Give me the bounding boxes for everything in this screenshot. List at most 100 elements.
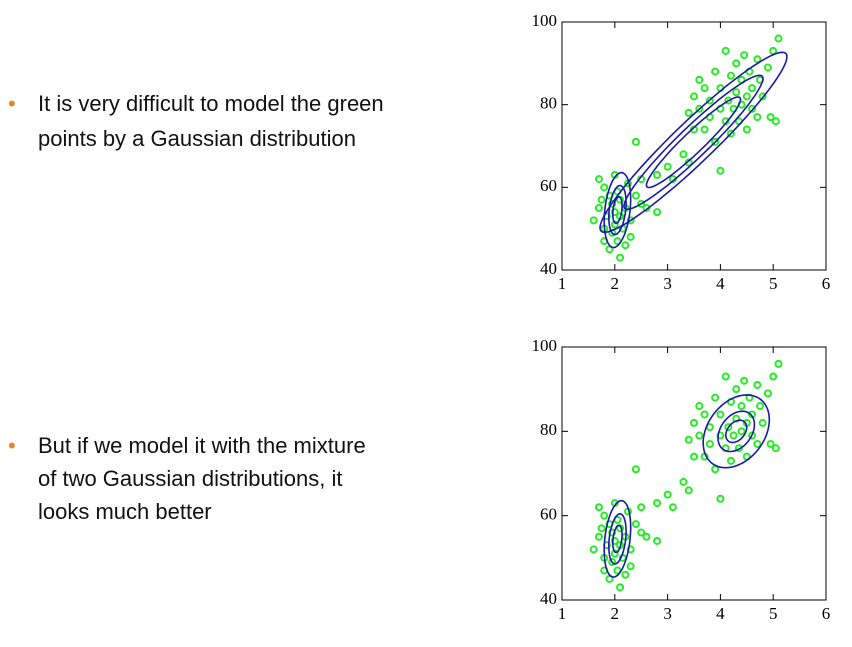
point — [597, 195, 606, 204]
point — [626, 232, 635, 241]
y-tick-label: 80 — [540, 94, 557, 113]
point — [663, 162, 672, 171]
bullet-text: looks much better — [38, 499, 212, 524]
point — [711, 67, 720, 76]
point — [684, 435, 693, 444]
point — [637, 199, 646, 208]
x-tick-label: 4 — [716, 604, 725, 623]
point — [695, 431, 704, 440]
point — [600, 511, 609, 520]
point — [716, 166, 725, 175]
bullet-marker: • — [8, 433, 16, 458]
gaussian-contour — [599, 51, 788, 234]
point — [684, 486, 693, 495]
bullet-marker: • — [8, 91, 16, 116]
point — [732, 385, 741, 394]
point — [742, 92, 751, 101]
point — [732, 59, 741, 68]
point — [690, 452, 698, 461]
point — [642, 532, 651, 541]
point — [705, 96, 714, 105]
point — [748, 84, 757, 93]
point — [771, 444, 780, 453]
point — [711, 465, 720, 474]
x-tick-label: 1 — [558, 274, 567, 293]
x-tick-label: 1 — [558, 604, 567, 623]
x-tick-label: 2 — [611, 604, 620, 623]
gaussian-contour — [717, 410, 756, 453]
x-tick-label: 5 — [769, 274, 778, 293]
point — [600, 183, 609, 192]
point — [716, 431, 725, 440]
y-tick-label: 100 — [532, 336, 558, 355]
x-tick-label: 6 — [822, 274, 831, 293]
point — [663, 490, 672, 499]
x-tick-label: 3 — [663, 604, 672, 623]
point — [753, 55, 762, 64]
point — [653, 536, 662, 545]
point — [724, 96, 733, 105]
point — [737, 427, 746, 436]
point — [748, 104, 757, 113]
point — [753, 380, 762, 389]
gaussian-contour — [623, 74, 764, 211]
point — [711, 137, 720, 146]
point — [700, 125, 709, 134]
point — [594, 503, 603, 512]
point — [631, 465, 640, 474]
point — [732, 88, 741, 97]
scatter-chart: 1 2 3 4 5 6 40 60 80 100 — [532, 336, 831, 623]
point — [653, 499, 662, 508]
scatter-chart: 1 2 3 4 5 6 40 60 80 100 — [532, 11, 831, 293]
x-tick-label: 5 — [769, 604, 778, 623]
gaussian-contour — [724, 419, 748, 444]
point — [610, 536, 619, 545]
point — [597, 524, 606, 533]
point — [610, 208, 619, 217]
point — [626, 545, 635, 554]
gaussian-contour — [612, 196, 623, 225]
point — [653, 170, 662, 179]
point — [763, 389, 772, 398]
x-tick-label: 6 — [822, 604, 831, 623]
point — [700, 84, 709, 93]
point — [756, 402, 764, 411]
gaussian-contour — [645, 96, 742, 189]
point — [631, 520, 640, 529]
point — [626, 216, 635, 225]
point — [690, 92, 698, 101]
point — [637, 528, 646, 537]
point — [684, 108, 693, 117]
point — [740, 51, 749, 60]
point — [668, 503, 677, 512]
point — [653, 208, 662, 217]
y-tick-label: 40 — [540, 589, 557, 608]
point — [766, 113, 775, 122]
point — [742, 125, 751, 134]
gaussian-contour — [603, 499, 632, 578]
point — [679, 477, 688, 486]
point — [621, 241, 630, 250]
point — [726, 129, 735, 138]
point — [616, 583, 625, 592]
point — [726, 71, 735, 80]
point — [626, 562, 635, 571]
gaussian-contour — [702, 394, 771, 469]
gaussian-contour — [612, 524, 623, 554]
point — [631, 191, 640, 200]
point — [711, 393, 720, 402]
point — [753, 439, 762, 448]
plot-frame — [561, 21, 827, 271]
x-tick-label: 4 — [716, 274, 725, 293]
point — [729, 431, 738, 440]
y-tick-label: 40 — [540, 259, 557, 278]
point — [589, 216, 598, 225]
point — [721, 372, 730, 381]
point — [721, 46, 730, 55]
point — [726, 456, 735, 465]
y-tick-label: 80 — [540, 420, 557, 439]
bullet-text: It is very difficult to model the green — [38, 91, 384, 116]
point — [740, 376, 749, 385]
